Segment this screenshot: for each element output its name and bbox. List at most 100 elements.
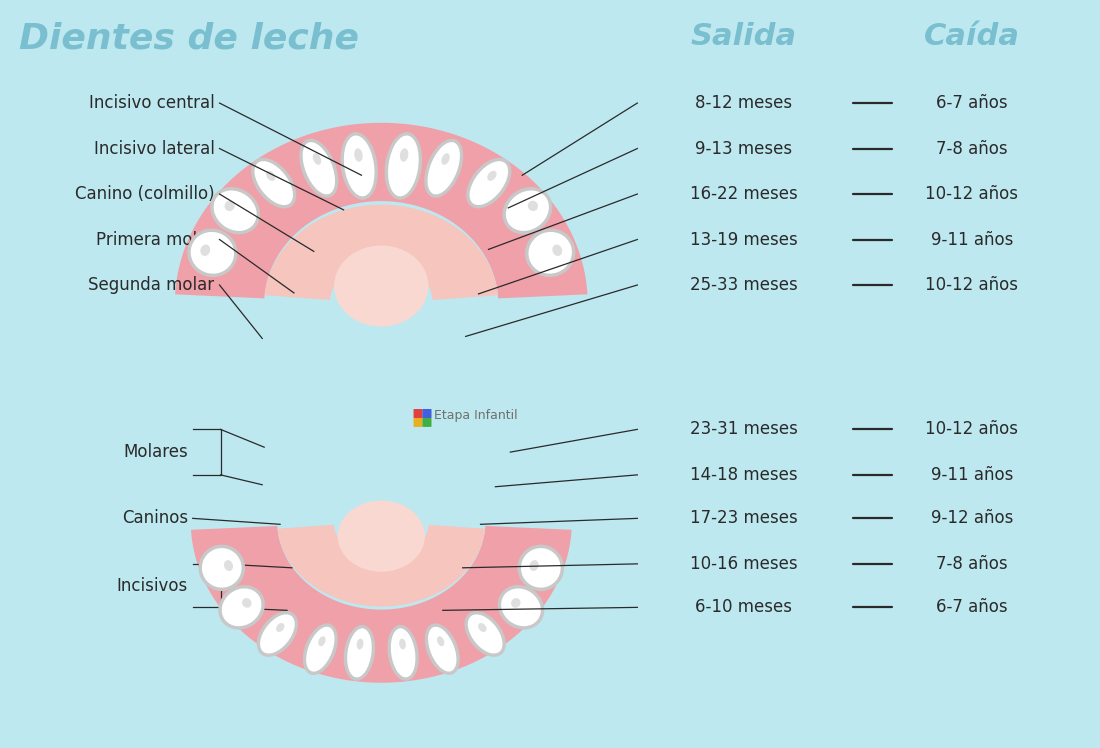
Text: Caída: Caída	[924, 22, 1020, 51]
Polygon shape	[191, 526, 572, 683]
Ellipse shape	[400, 148, 408, 162]
Ellipse shape	[200, 245, 210, 256]
Text: Canino (colmillo): Canino (colmillo)	[75, 185, 214, 203]
Ellipse shape	[497, 585, 544, 630]
Text: Primera molar: Primera molar	[97, 230, 214, 248]
Ellipse shape	[506, 191, 549, 231]
Text: Molares: Molares	[123, 443, 188, 461]
Ellipse shape	[318, 637, 326, 646]
Ellipse shape	[521, 548, 561, 588]
Text: Salida: Salida	[691, 22, 796, 51]
Ellipse shape	[202, 548, 242, 588]
Ellipse shape	[306, 627, 334, 672]
Ellipse shape	[528, 232, 572, 274]
FancyBboxPatch shape	[422, 418, 431, 427]
Ellipse shape	[224, 200, 234, 211]
Ellipse shape	[529, 560, 539, 571]
Ellipse shape	[213, 191, 256, 231]
Text: 9-11 años: 9-11 años	[931, 466, 1013, 484]
Ellipse shape	[512, 598, 520, 608]
Text: 8-12 meses: 8-12 meses	[695, 94, 792, 112]
Ellipse shape	[340, 132, 378, 200]
Ellipse shape	[348, 628, 372, 678]
Ellipse shape	[354, 148, 363, 162]
Ellipse shape	[356, 639, 363, 649]
Text: 23-31 meses: 23-31 meses	[690, 420, 798, 438]
Text: 6-7 años: 6-7 años	[936, 94, 1008, 112]
Ellipse shape	[388, 135, 419, 196]
Ellipse shape	[276, 623, 285, 632]
Text: 14-18 meses: 14-18 meses	[690, 466, 798, 484]
Ellipse shape	[242, 598, 252, 608]
Polygon shape	[175, 123, 587, 298]
Ellipse shape	[441, 153, 450, 165]
Ellipse shape	[390, 628, 416, 678]
Text: Dientes de leche: Dientes de leche	[19, 22, 359, 56]
Text: Incisivo lateral: Incisivo lateral	[94, 140, 214, 158]
Ellipse shape	[428, 627, 456, 672]
Ellipse shape	[266, 171, 275, 181]
Text: Caninos: Caninos	[122, 509, 188, 527]
Text: Incisivo central: Incisivo central	[89, 94, 214, 112]
Text: 17-23 meses: 17-23 meses	[690, 509, 798, 527]
Ellipse shape	[338, 500, 425, 571]
Ellipse shape	[437, 637, 444, 646]
Ellipse shape	[387, 625, 419, 681]
FancyBboxPatch shape	[422, 409, 431, 418]
Ellipse shape	[210, 187, 261, 234]
Ellipse shape	[343, 625, 375, 681]
Ellipse shape	[399, 639, 406, 649]
Ellipse shape	[466, 158, 512, 209]
Polygon shape	[265, 205, 498, 300]
Ellipse shape	[302, 623, 338, 675]
Ellipse shape	[528, 200, 538, 211]
Ellipse shape	[254, 161, 293, 205]
Ellipse shape	[517, 545, 564, 591]
Ellipse shape	[260, 614, 295, 654]
Text: 6-7 años: 6-7 años	[936, 598, 1008, 616]
Text: 7-8 años: 7-8 años	[936, 140, 1008, 158]
Text: Etapa Infantil: Etapa Infantil	[433, 409, 517, 422]
Polygon shape	[277, 525, 485, 607]
FancyBboxPatch shape	[414, 409, 422, 418]
Ellipse shape	[487, 171, 496, 181]
Ellipse shape	[299, 138, 339, 197]
Text: 10-12 años: 10-12 años	[925, 420, 1019, 438]
Ellipse shape	[503, 187, 552, 234]
Ellipse shape	[464, 611, 506, 657]
Text: 9-11 años: 9-11 años	[931, 230, 1013, 248]
Ellipse shape	[425, 138, 463, 197]
Ellipse shape	[256, 611, 298, 657]
Ellipse shape	[222, 589, 262, 626]
Text: 10-12 años: 10-12 años	[925, 276, 1019, 294]
Ellipse shape	[470, 161, 508, 205]
Ellipse shape	[552, 245, 562, 256]
Text: 10-12 años: 10-12 años	[925, 185, 1019, 203]
Ellipse shape	[428, 142, 460, 194]
Ellipse shape	[344, 135, 374, 196]
Ellipse shape	[334, 245, 428, 327]
Text: 16-22 meses: 16-22 meses	[690, 185, 798, 203]
Ellipse shape	[468, 614, 503, 654]
Text: Segunda molar: Segunda molar	[88, 276, 214, 294]
Text: 7-8 años: 7-8 años	[936, 555, 1008, 573]
Ellipse shape	[425, 623, 460, 675]
Ellipse shape	[502, 589, 541, 626]
Ellipse shape	[302, 142, 336, 194]
Text: 10-16 meses: 10-16 meses	[690, 555, 798, 573]
Ellipse shape	[312, 153, 321, 165]
Ellipse shape	[190, 232, 234, 274]
Ellipse shape	[251, 158, 296, 209]
Ellipse shape	[525, 228, 575, 277]
Text: 6-10 meses: 6-10 meses	[695, 598, 792, 616]
Text: 13-19 meses: 13-19 meses	[690, 230, 798, 248]
Ellipse shape	[385, 132, 422, 200]
Ellipse shape	[218, 585, 265, 630]
Text: 9-13 meses: 9-13 meses	[695, 140, 792, 158]
Ellipse shape	[187, 228, 238, 277]
Ellipse shape	[198, 545, 245, 591]
Text: 9-12 años: 9-12 años	[931, 509, 1013, 527]
Text: Incisivos: Incisivos	[117, 577, 188, 595]
FancyBboxPatch shape	[414, 418, 422, 427]
Ellipse shape	[478, 623, 486, 632]
